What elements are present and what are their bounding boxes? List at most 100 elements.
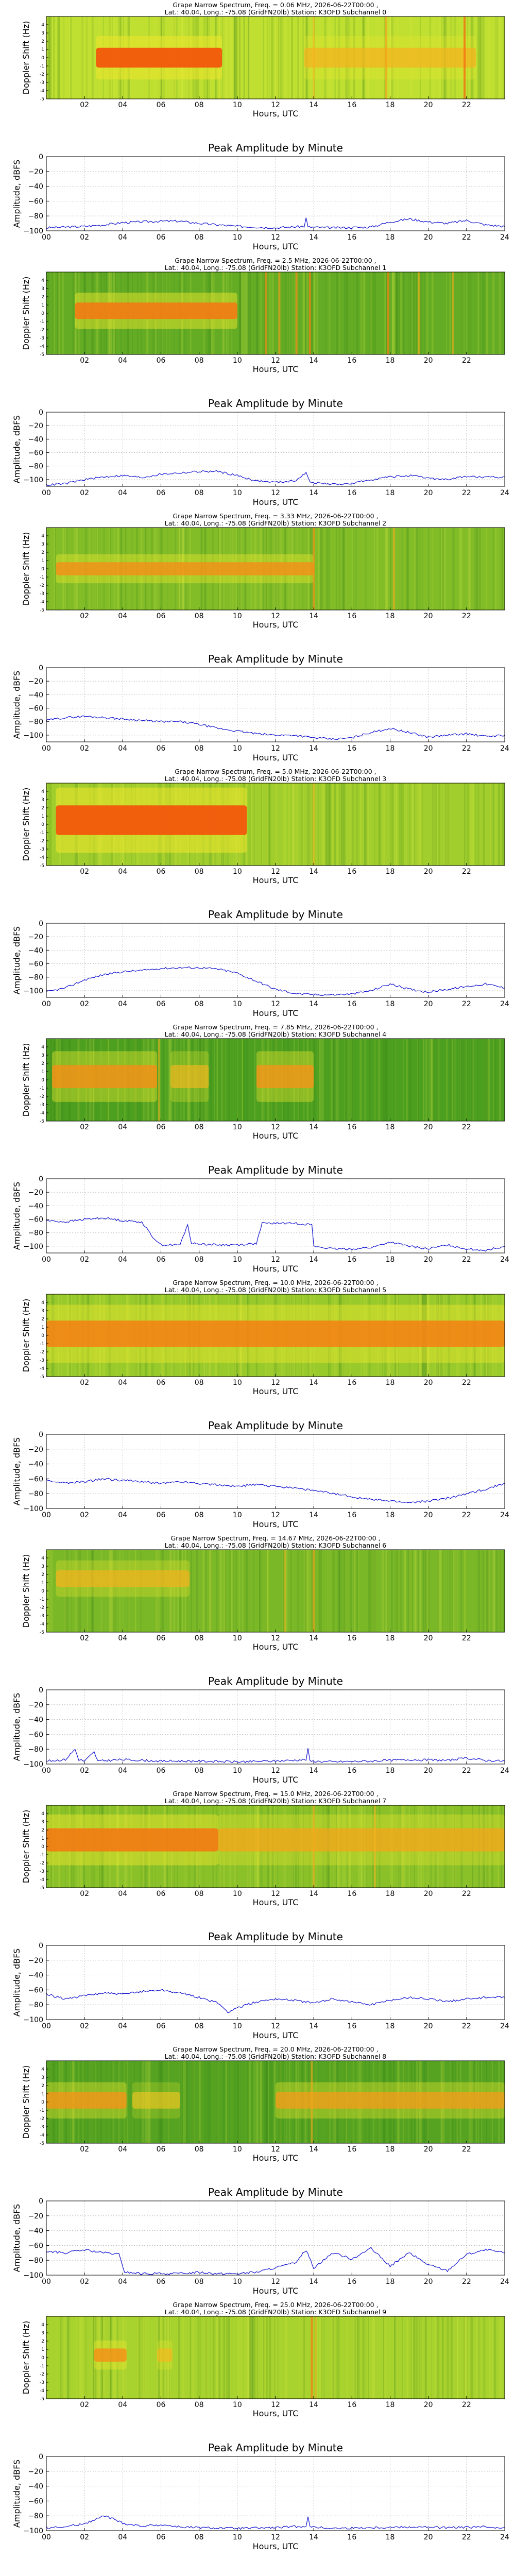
amplitude-x-tick-label: 22 (462, 489, 471, 497)
spectrogram-y-tick-label: -3 (40, 80, 44, 86)
spectrogram-texture (237, 2316, 240, 2399)
spectrogram-texture (478, 2316, 480, 2399)
spectrogram-texture (313, 272, 316, 354)
spectrogram-texture (416, 272, 418, 354)
spectrogram-texture (460, 1039, 461, 1121)
spectrogram-x-axis-label: Hours, UTC (253, 109, 299, 118)
spectrogram-y-tick-label: 3 (41, 1564, 44, 1569)
spectrogram-x-axis-label: Hours, UTC (253, 2153, 299, 2163)
spectrogram-texture (499, 528, 502, 610)
spectrogram-texture (477, 1550, 480, 1632)
spectrogram-texture (302, 2316, 305, 2399)
spectrogram-texture (228, 1039, 230, 1121)
amplitude-frame (46, 923, 505, 998)
spectrogram-y-tick-label: -1 (40, 1597, 44, 1602)
spectrogram-texture (347, 1039, 348, 1121)
spectrogram-texture (200, 2316, 201, 2399)
spectrogram-texture (233, 2061, 236, 2143)
spectrogram-y-tick-label: 1 (41, 1070, 44, 1075)
spectrogram-texture (69, 16, 71, 99)
spectrogram-texture (499, 1550, 501, 1632)
amplitude-x-tick-label: 22 (462, 1000, 471, 1008)
spectrogram-texture (406, 1039, 408, 1121)
spectrogram-x-tick-label: 04 (118, 1890, 127, 1898)
amplitude-title: Peak Amplitude by Minute (208, 397, 343, 410)
spectrogram-texture (485, 1039, 488, 1121)
spectrogram-x-tick-label: 12 (271, 1379, 280, 1387)
spectrogram-texture (63, 16, 64, 99)
spectrogram-texture (400, 1550, 402, 1632)
amplitude-x-tick-label: 22 (462, 2022, 471, 2030)
spectrogram-texture (336, 1039, 337, 1121)
spectrogram-texture (227, 2061, 228, 2143)
amplitude-x-tick-label: 24 (500, 1767, 509, 1775)
amplitude-title: Peak Amplitude by Minute (208, 142, 343, 154)
spectrogram-texture (483, 2316, 486, 2399)
spectrogram-texture (412, 272, 415, 354)
spectrogram-texture (162, 1550, 164, 1632)
spectrogram-texture (428, 528, 429, 610)
spectrogram-x-axis-label: Hours, UTC (253, 620, 299, 630)
spectrogram-texture (287, 16, 289, 99)
amplitude-y-tick-label: 0 (39, 1175, 43, 1183)
spectrogram-texture (227, 16, 229, 99)
spectrogram-texture (225, 1550, 226, 1632)
spectrogram-texture (460, 528, 463, 610)
spectrogram-texture (399, 272, 400, 354)
amplitude-x-tick-label: 08 (195, 2022, 204, 2030)
spectrogram-texture (57, 16, 60, 99)
spectrogram-x-tick-label: 20 (424, 1123, 433, 1131)
spectrogram-texture (182, 2316, 184, 2399)
spectrogram-texture (368, 1550, 369, 1632)
spectrogram-texture (459, 1039, 461, 1121)
spectrogram-texture (285, 16, 286, 99)
spectrogram-x-tick-label: 04 (118, 612, 127, 620)
amplitude-x-tick-label: 12 (271, 1256, 280, 1264)
spectrogram-texture (391, 1550, 393, 1632)
spectrogram-x-tick-label: 12 (271, 2401, 280, 2409)
amplitude-x-tick-label: 18 (386, 1000, 395, 1008)
spectrogram-texture (216, 1550, 218, 1632)
spectrogram-title-line1: Grape Narrow Spectrum, Freq. = 2.5 MHz, … (175, 257, 376, 264)
spectrogram-x-tick-label: 12 (271, 612, 280, 620)
spectrogram-texture (375, 528, 378, 610)
spectrogram-texture (445, 783, 448, 866)
spectrogram-y-tick-label: 2 (41, 1317, 44, 1322)
spectrogram-texture (421, 2316, 422, 2399)
spectrogram-texture (265, 1550, 267, 1632)
spectrogram-x-tick-label: 10 (233, 868, 242, 876)
amplitude-y-tick-label: −80 (28, 463, 43, 471)
spectrogram-y-tick-label: 0 (41, 2100, 44, 2105)
spectrogram-x-tick-label: 06 (157, 2145, 166, 2154)
spectrogram-texture (385, 528, 387, 610)
spectrogram-x-tick-label: 20 (424, 101, 433, 109)
spectrogram-texture (187, 1550, 188, 1632)
spectrogram-texture (378, 1039, 381, 1121)
amplitude-x-tick-label: 10 (233, 489, 242, 497)
spectrogram-x-tick-label: 04 (118, 868, 127, 876)
spectrogram-texture (245, 2316, 247, 2399)
spectrogram-texture (477, 783, 479, 866)
spectrogram-texture (249, 16, 251, 99)
spectrogram-texture (360, 272, 363, 354)
spectrogram-texture (491, 1550, 494, 1632)
spectrogram-texture (334, 1039, 336, 1121)
spectrogram-texture (477, 1550, 478, 1632)
amplitude-x-tick-label: 02 (80, 1000, 89, 1008)
spectrogram-texture (169, 1550, 172, 1632)
amplitude-x-tick-label: 08 (195, 1767, 204, 1775)
spectrogram-texture (129, 1550, 131, 1632)
spectrogram-x-tick-label: 18 (386, 2145, 395, 2154)
amplitude-x-tick-label: 16 (347, 2533, 356, 2541)
amplitude-y-tick-label: −80 (28, 2512, 43, 2520)
spectrogram-texture (50, 1550, 53, 1632)
spectrogram-texture (390, 528, 391, 610)
spectrogram-texture (320, 783, 322, 866)
spectrogram-texture (270, 2316, 272, 2399)
spectrogram-texture (264, 2061, 266, 2143)
spectrogram-texture (413, 783, 415, 866)
spectrogram-texture (237, 2061, 239, 2143)
spectrogram-texture (180, 1550, 181, 1632)
spectrogram-x-tick-label: 04 (118, 2145, 127, 2154)
spectrogram-texture (369, 272, 372, 354)
